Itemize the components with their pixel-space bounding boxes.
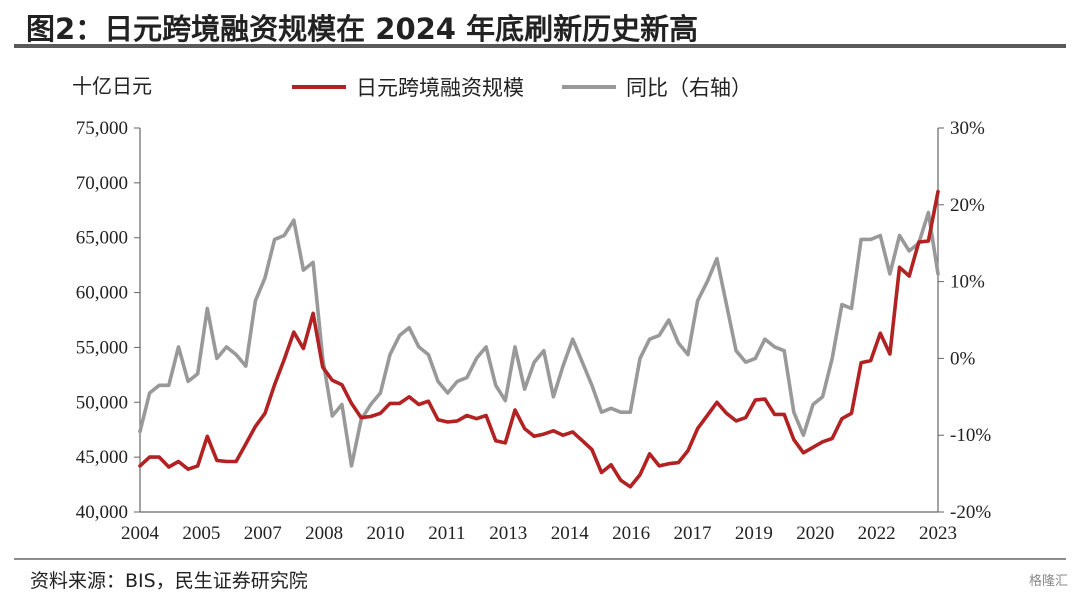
legend-item-volume: 日元跨境融资规模 xyxy=(292,72,524,102)
left-tick-label: 65,000 xyxy=(76,228,128,249)
x-tick-label: 2014 xyxy=(551,523,590,544)
right-tick-label: 10% xyxy=(950,272,985,293)
right-tick-label: -10% xyxy=(950,425,991,446)
right-tick-label: -20% xyxy=(950,502,991,523)
x-tick-label: 2016 xyxy=(612,523,650,544)
x-tick-label: 2020 xyxy=(796,523,834,544)
left-tick-label: 70,000 xyxy=(76,173,128,194)
series-line-yoy xyxy=(138,210,940,468)
title-divider xyxy=(14,44,1066,48)
x-tick-label: 2013 xyxy=(489,523,527,544)
series-line-volume xyxy=(138,189,940,489)
legend-item-yoy: 同比（右轴） xyxy=(562,72,752,102)
left-tick-label: 50,000 xyxy=(76,392,128,413)
left-tick-label: 45,000 xyxy=(76,447,128,468)
x-tick-label: 2011 xyxy=(428,523,465,544)
x-tick-label: 2010 xyxy=(367,523,405,544)
watermark-logo: 格隆汇 xyxy=(1028,574,1068,589)
legend: 日元跨境融资规模 同比（右轴） xyxy=(292,72,790,102)
x-tick-label: 2007 xyxy=(244,523,282,544)
left-tick-label: 40,000 xyxy=(76,502,128,523)
right-tick-label: 0% xyxy=(950,348,976,369)
legend-swatch-volume xyxy=(292,85,346,89)
left-tick-label: 60,000 xyxy=(76,283,128,304)
legend-label-volume: 日元跨境融资规模 xyxy=(356,76,524,100)
x-tick-label: 2008 xyxy=(305,523,343,544)
x-tick-label: 2022 xyxy=(858,523,896,544)
x-tick-label: 2004 xyxy=(121,523,160,544)
chart-plot: 40,000 45,000 50,000 55,000 60,000 65,000 70,0… xyxy=(76,118,992,544)
x-tick-label: 2017 xyxy=(673,523,711,544)
chart-title: 图2：日元跨境融资规模在 2024 年底刷新历史新高 xyxy=(26,12,699,46)
right-tick-label: 20% xyxy=(950,195,985,216)
left-axis-unit: 十亿日元 xyxy=(72,74,152,98)
x-tick-label: 2019 xyxy=(735,523,773,544)
x-tick-label: 2005 xyxy=(182,523,220,544)
legend-label-yoy: 同比（右轴） xyxy=(626,76,752,100)
left-tick-label: 75,000 xyxy=(76,118,128,139)
legend-swatch-yoy xyxy=(562,85,616,89)
x-tick-label: 2023 xyxy=(919,523,957,544)
source-divider xyxy=(14,558,1066,560)
left-tick-label: 55,000 xyxy=(76,337,128,358)
right-tick-label: 30% xyxy=(950,118,985,139)
source-note: 资料来源：BIS，民生证券研究院 xyxy=(30,570,308,592)
